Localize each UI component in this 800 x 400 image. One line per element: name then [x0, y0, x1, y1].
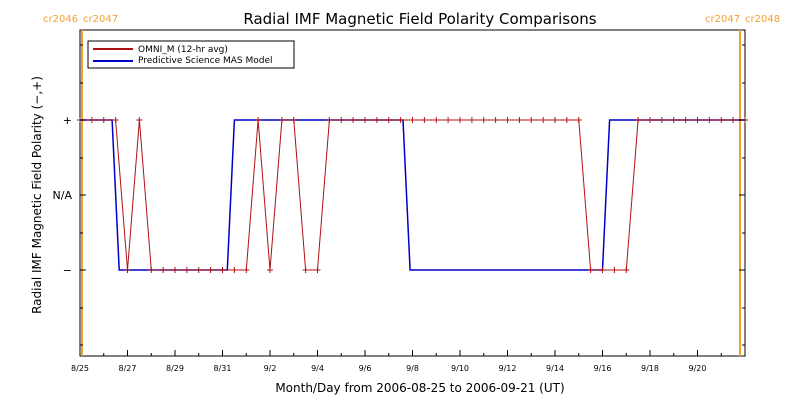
x-tick-label: 9/4	[311, 364, 324, 373]
x-axis-label: Month/Day from 2006-08-25 to 2006-09-21 …	[275, 381, 564, 395]
legend-label-omni: OMNI_M (12-hr avg)	[138, 45, 228, 55]
omni-point	[433, 117, 440, 123]
omni-point	[694, 117, 701, 123]
omni-point	[219, 267, 226, 273]
x-tick-label: 9/8	[406, 364, 419, 373]
omni-point	[658, 117, 665, 123]
omni-point	[267, 267, 273, 273]
omni-point	[611, 267, 618, 273]
omni-point	[124, 267, 131, 273]
x-tick-label: 8/25	[71, 364, 89, 373]
omni-point	[290, 117, 297, 123]
y-tick-label: −	[63, 264, 72, 277]
series-line-model	[80, 119, 745, 271]
x-tick-label: 9/18	[641, 364, 659, 373]
omni-point	[540, 117, 547, 123]
omni-point	[326, 117, 333, 123]
omni-point	[314, 267, 321, 273]
omni-point	[480, 117, 487, 123]
legend: OMNI_M (12-hr avg) Predictive Science MA…	[87, 40, 295, 69]
omni-point	[207, 267, 214, 273]
omni-point	[148, 267, 155, 273]
omni-point	[647, 117, 653, 123]
omni-point	[718, 117, 725, 123]
omni-point	[350, 117, 357, 123]
x-tick-label: 9/2	[264, 364, 277, 373]
plot-frame	[79, 29, 746, 357]
omni-point	[112, 117, 119, 123]
omni-point	[575, 117, 582, 123]
omni-point	[552, 117, 558, 123]
omni-point	[385, 117, 392, 123]
omni-point	[243, 267, 250, 273]
omni-point	[195, 267, 202, 273]
x-tick-label: 8/27	[119, 364, 137, 373]
chart-title: Radial IMF Magnetic Field Polarity Compa…	[243, 10, 596, 28]
series-line-omni	[80, 119, 745, 271]
omni-point	[338, 117, 345, 123]
omni-point	[635, 117, 642, 123]
x-tick-label: 9/14	[546, 364, 564, 373]
x-tick-label: 9/10	[451, 364, 469, 373]
cr-label-right-a: cr2047	[705, 14, 740, 25]
y-axis-label: Radial IMF Magnetic Field Polarity (−,+)	[30, 76, 44, 314]
omni-point	[492, 117, 499, 123]
omni-point	[599, 267, 606, 273]
cr-label-left-a: cr2046	[43, 14, 78, 25]
omni-point	[373, 117, 380, 123]
omni-point	[528, 117, 535, 123]
omni-point	[730, 117, 737, 123]
omni-point	[362, 117, 368, 123]
x-tick-label: 9/20	[689, 364, 707, 373]
x-tick-label: 9/12	[499, 364, 517, 373]
omni-point	[457, 117, 463, 123]
omni-point	[100, 117, 107, 123]
omni-point	[670, 117, 677, 123]
omni-point	[445, 117, 452, 123]
legend-label-model: Predictive Science MAS Model	[138, 56, 273, 66]
x-tick-label: 9/6	[359, 364, 372, 373]
omni-point	[302, 267, 309, 273]
omni-point	[278, 117, 285, 123]
x-tick-label: 8/29	[166, 364, 184, 373]
omni-point	[623, 267, 630, 273]
omni-point	[516, 117, 523, 123]
omni-point	[255, 117, 262, 123]
cr-label-right-b: cr2048	[745, 14, 780, 25]
omni-point	[183, 267, 190, 273]
omni-point	[563, 117, 570, 123]
omni-point	[468, 117, 475, 123]
legend-box	[87, 40, 295, 69]
omni-point	[136, 117, 143, 123]
omni-point	[504, 117, 511, 123]
y-tick-label: +	[63, 114, 72, 127]
omni-point	[88, 117, 95, 123]
omni-point	[172, 267, 178, 273]
y-tick-label: N/A	[53, 189, 73, 202]
cr-label-left-b: cr2047	[83, 14, 118, 25]
x-tick-label: 9/16	[594, 364, 612, 373]
omni-point	[231, 267, 238, 273]
omni-point	[421, 117, 428, 123]
omni-point	[587, 267, 594, 273]
x-tick-label: 8/31	[214, 364, 232, 373]
omni-point	[409, 117, 416, 123]
omni-point	[397, 117, 404, 123]
omni-point	[160, 267, 167, 273]
omni-point	[706, 117, 713, 123]
omni-point	[682, 117, 689, 123]
